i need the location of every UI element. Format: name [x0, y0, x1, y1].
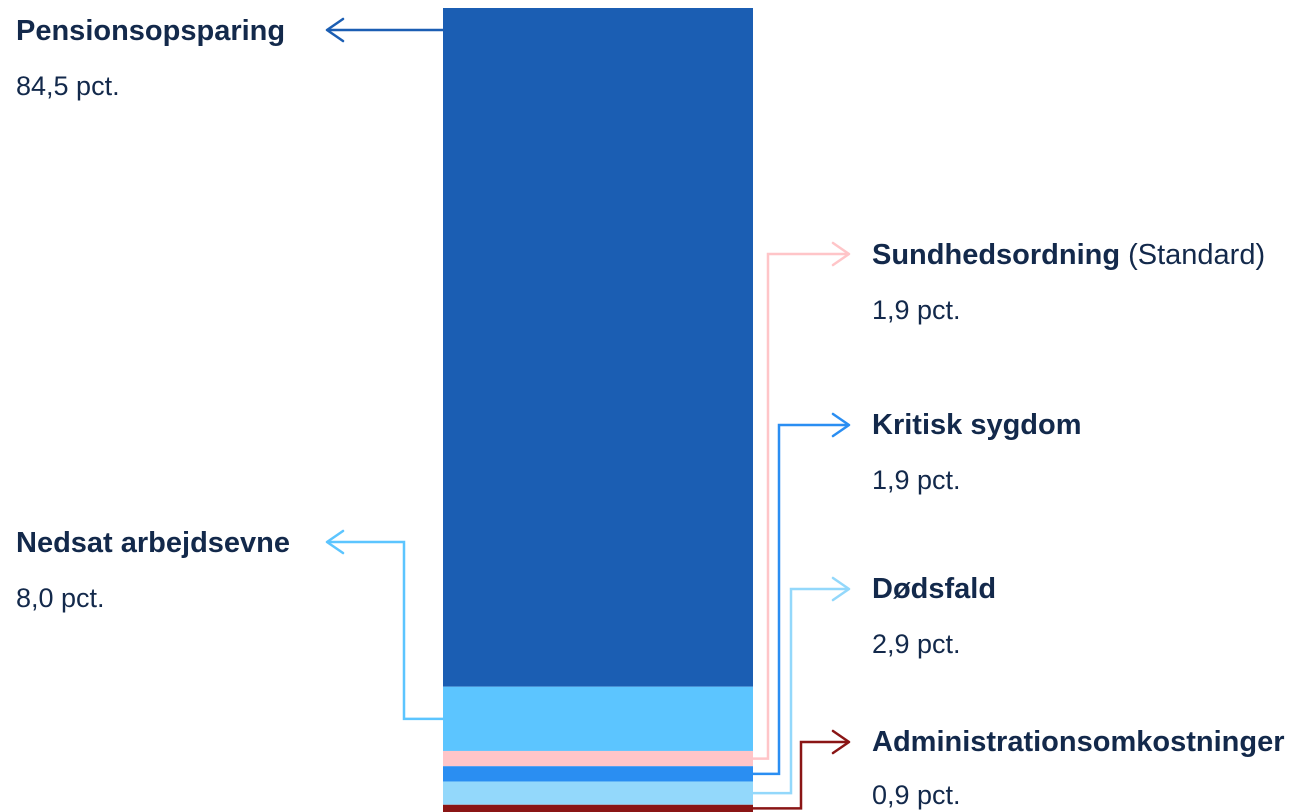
- bar-segment-nedsat: [443, 686, 753, 751]
- label-pensionsopsparing-name: Pensionsopsparing: [16, 15, 286, 47]
- arrowhead-icon-kritisk: [831, 412, 851, 438]
- label-nedsat-arbejdsevne-name: Nedsat arbejdsevne: [16, 527, 291, 559]
- label-kritisk-sygdom: Kritisk sygdom 1,9 pct.: [872, 408, 1082, 496]
- connector-line-dodsfald: [753, 587, 849, 795]
- bar-segment-admin: [443, 804, 753, 812]
- arrowhead-icon-sundhed: [831, 241, 851, 267]
- label-kritisk-sygdom-value: 1,9 pct.: [872, 465, 961, 495]
- bar-segment-dodsfald: [443, 781, 753, 805]
- label-kritisk-sygdom-name: Kritisk sygdom: [872, 409, 1082, 441]
- label-dodsfald: Dødsfald 2,9 pct.: [872, 572, 996, 660]
- label-dodsfald-value: 2,9 pct.: [872, 629, 961, 659]
- label-sundhedsordning: Sundhedsordning (Standard) 1,9 pct.: [872, 238, 1265, 326]
- connector-line-nedsat: [327, 540, 443, 721]
- connector-line-kritisk: [753, 423, 849, 776]
- label-sundhedsordning-value: 1,9 pct.: [872, 295, 961, 325]
- label-sundhedsordning-note: (Standard): [1128, 239, 1266, 271]
- bar-segment-sundhed: [443, 750, 753, 767]
- label-sundhedsordning-name: Sundhedsordning: [872, 239, 1121, 271]
- connector-line-admin: [753, 740, 849, 810]
- label-dodsfald-name: Dødsfald: [872, 573, 997, 605]
- label-pensionsopsparing-value: 84,5 pct.: [16, 71, 120, 101]
- connector-line-sundhed: [753, 252, 849, 760]
- bar-segment-pension: [443, 8, 753, 687]
- arrowhead-icon-dodsfald: [831, 576, 851, 602]
- arrowhead-icon-admin: [831, 729, 851, 755]
- bar-segment-kritisk: [443, 766, 753, 782]
- arrowhead-icon-nedsat: [325, 529, 345, 555]
- label-nedsat-arbejdsevne: Nedsat arbejdsevne 8,0 pct.: [16, 526, 290, 614]
- arrowhead-icon-pension: [325, 17, 345, 43]
- label-nedsat-arbejdsevne-value: 8,0 pct.: [16, 583, 105, 613]
- label-administrationsomkostninger-value: 0,9 pct.: [872, 780, 961, 810]
- label-pensionsopsparing: Pensionsopsparing 84,5 pct.: [16, 14, 285, 102]
- label-administrationsomkostninger: Administrationsomkostninger 0,9 pct.: [872, 725, 1285, 811]
- label-administrationsomkostninger-name: Administrationsomkostninger: [872, 726, 1285, 758]
